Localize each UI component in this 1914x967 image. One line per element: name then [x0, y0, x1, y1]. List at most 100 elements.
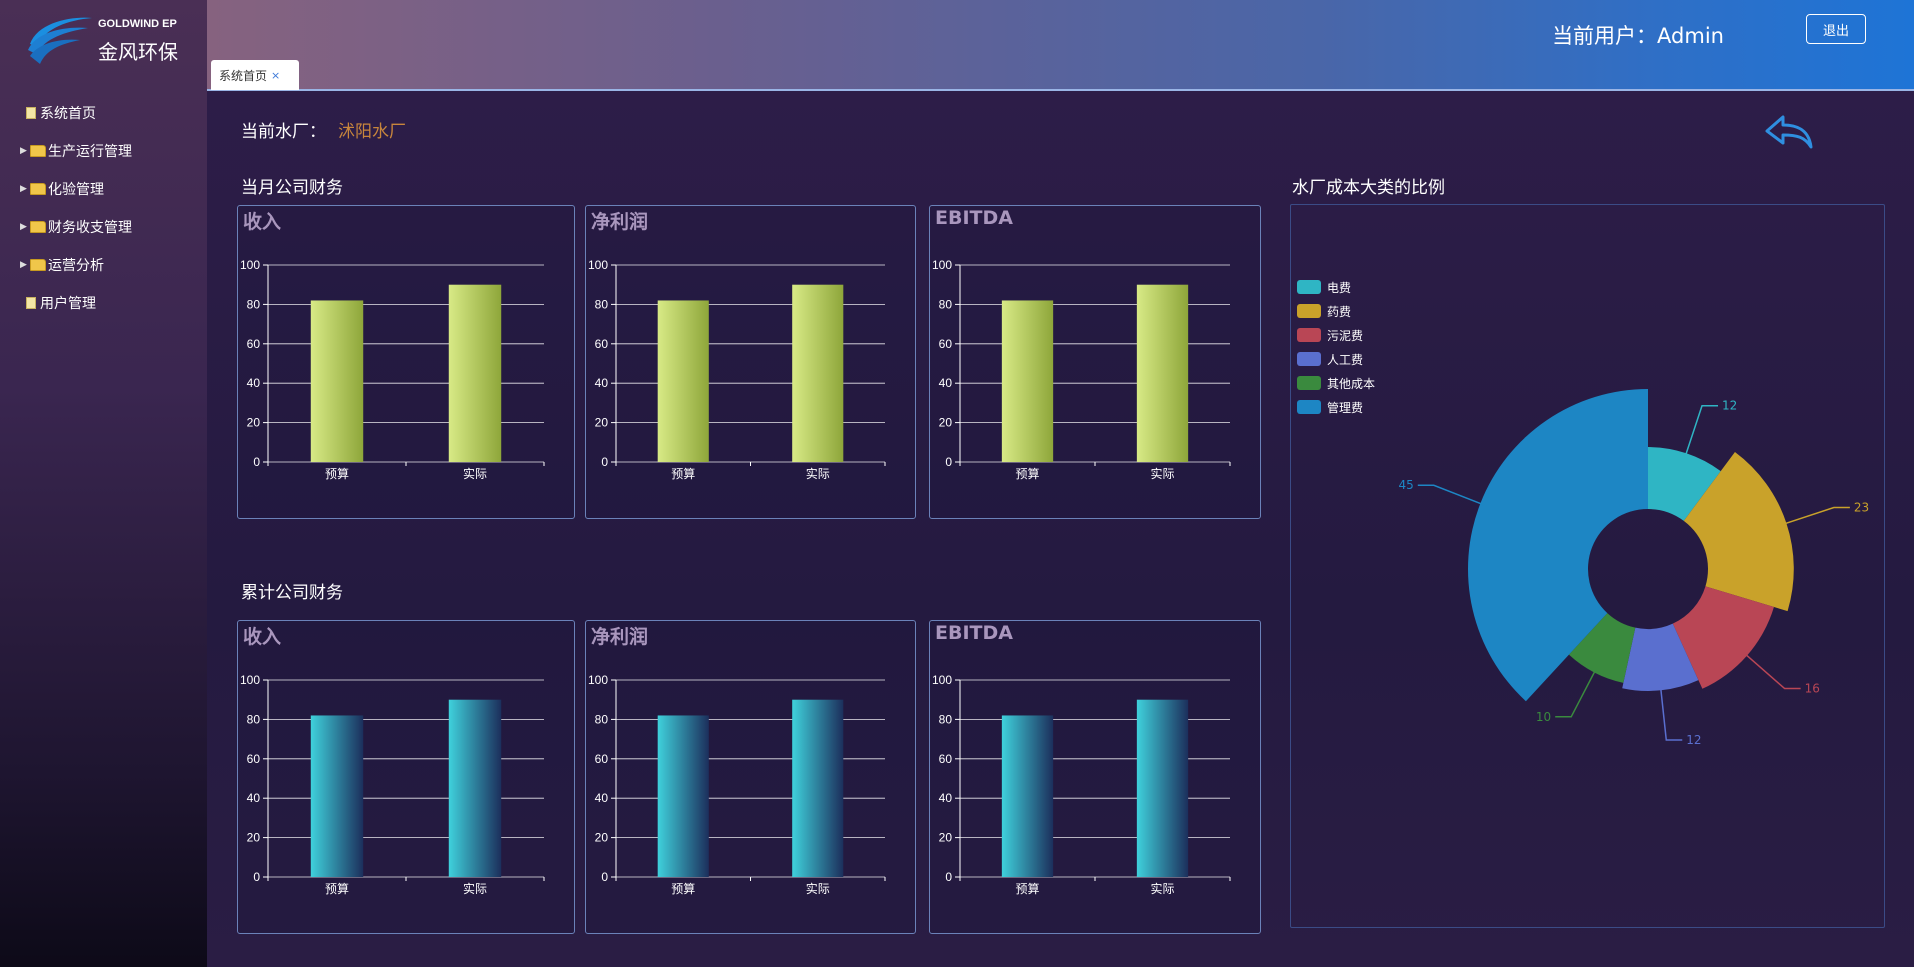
chart-card-monthly-ebitda: EBITDA 0 20 40 60 80 100 预算 实际 [929, 205, 1261, 519]
bar-预算[interactable] [657, 300, 709, 462]
bar-chart-svg: 0 20 40 60 80 100 预算 实际 [240, 258, 545, 481]
bar-预算[interactable] [1001, 300, 1054, 462]
bar-chart-svg: 0 20 40 60 80 100 预算 实际 [932, 258, 1231, 481]
bar-chart-svg: 0 20 40 60 80 100 预算 实际 [588, 258, 886, 481]
sidebar-item-3[interactable]: ▶ 财务收支管理 [0, 208, 207, 246]
logout-button[interactable]: 退出 [1806, 14, 1866, 44]
x-tick-label: 实际 [1150, 466, 1174, 481]
sidebar: GOLDWIND EP 金风环保 系统首页 ▶ 生产运行管理 ▶ 化验管理 ▶ 财务收支管理… [0, 0, 207, 967]
chevron-right-icon: ▶ [20, 260, 27, 270]
y-tick-label: 0 [253, 870, 260, 884]
legend-label: 药费 [1327, 304, 1352, 319]
y-tick-label: 60 [939, 752, 953, 766]
label-leader-line [1417, 484, 1485, 506]
bar-实际[interactable] [1136, 284, 1189, 462]
current-user-label: 当前用户：Admin [1552, 24, 1724, 48]
y-tick-label: 100 [588, 258, 608, 272]
rose-slice-电费[interactable] [1648, 447, 1721, 521]
bar-实际[interactable] [792, 284, 844, 462]
legend-swatch [1297, 352, 1321, 366]
chevron-right-icon: ▶ [20, 184, 27, 194]
bar-实际[interactable] [792, 699, 844, 877]
y-tick-label: 20 [247, 416, 261, 430]
pie-legend: 电费药费污泥费人工费其他成本 管理费 [1297, 275, 1375, 419]
monthly-finance-title: 当月公司财务 [241, 178, 343, 198]
label-leader-line [1684, 404, 1719, 458]
legend-item[interactable]: 电费 [1297, 275, 1375, 299]
y-tick-label: 100 [932, 673, 952, 687]
y-tick-label: 20 [595, 831, 609, 845]
legend-swatch [1297, 400, 1321, 414]
sidebar-item-4[interactable]: ▶ 运营分析 [0, 246, 207, 284]
file-icon [26, 107, 36, 119]
chart-card-monthly-revenue: 收入 0 20 40 60 80 100 预算 实际 [237, 205, 575, 519]
rose-slice-管理费[interactable] [1468, 389, 1648, 702]
chart-card-monthly-profit: 净利润 0 20 40 60 80 100 预算 实际 [585, 205, 916, 519]
sidebar-item-2[interactable]: ▶ 化验管理 [0, 170, 207, 208]
legend-label: 人工费 [1327, 352, 1364, 367]
folder-icon [30, 183, 46, 195]
rose-slice-人工费[interactable] [1622, 623, 1699, 691]
sidebar-item-label: 运营分析 [48, 258, 104, 274]
tab-home-label: 系统首页 [219, 68, 268, 83]
top-header: 当前用户：Admin 退出 系统首页 × [207, 0, 1914, 91]
sidebar-item-5[interactable]: 用户管理 [0, 284, 207, 322]
slice-value-label: 45 [1399, 478, 1414, 492]
bar-实际[interactable] [1136, 699, 1189, 877]
brand-name-en: GOLDWIND EP [98, 18, 177, 30]
bar-预算[interactable] [310, 300, 364, 462]
legend-item[interactable]: 管理费 [1297, 395, 1375, 419]
chart-title: EBITDA [935, 622, 1013, 644]
sidebar-item-label: 生产运行管理 [48, 144, 132, 160]
x-tick-label: 实际 [806, 466, 830, 481]
tab-home[interactable]: 系统首页 × [211, 60, 299, 90]
legend-swatch [1297, 376, 1321, 390]
brand-name-cn: 金风环保 [98, 40, 178, 64]
sidebar-item-label: 用户管理 [40, 296, 96, 312]
bar-预算[interactable] [1001, 715, 1054, 877]
plant-name[interactable]: 沭阳水厂 [338, 122, 406, 142]
x-tick-label: 实际 [463, 466, 487, 481]
rose-chart-svg: 12 23 16 12 10 45 [1399, 389, 1869, 747]
sidebar-item-1[interactable]: ▶ 生产运行管理 [0, 132, 207, 170]
y-tick-label: 40 [595, 376, 609, 390]
y-tick-label: 0 [945, 455, 952, 469]
tab-close-icon[interactable]: × [271, 68, 281, 82]
legend-item[interactable]: 其他成本 [1297, 371, 1375, 395]
x-tick-label: 预算 [1015, 881, 1039, 896]
y-tick-label: 100 [932, 258, 952, 272]
legend-item[interactable]: 药费 [1297, 299, 1375, 323]
y-tick-label: 80 [247, 712, 261, 726]
legend-item[interactable]: 污泥费 [1297, 323, 1375, 347]
y-tick-label: 80 [939, 297, 953, 311]
y-tick-label: 20 [939, 831, 953, 845]
sidebar-item-label: 化验管理 [48, 182, 104, 198]
sidebar-item-label: 财务收支管理 [48, 220, 132, 236]
legend-item[interactable]: 人工费 [1297, 347, 1375, 371]
main-content: 当前水厂： 沭阳水厂 当月公司财务 累计公司财务 水厂成本大类的比例 收入 0 20 4… [207, 91, 1914, 967]
slice-value-label: 23 [1854, 501, 1869, 515]
chart-card-cumulative-revenue: 收入 0 20 40 60 80 100 预算 实际 [237, 620, 575, 934]
legend-swatch [1297, 304, 1321, 318]
y-tick-label: 100 [240, 673, 260, 687]
x-tick-label: 预算 [325, 466, 349, 481]
rose-slice-其他成本[interactable] [1568, 613, 1636, 683]
sidebar-item-0[interactable]: 系统首页 [0, 94, 207, 132]
bar-预算[interactable] [310, 715, 364, 877]
chart-card-cumulative-ebitda: EBITDA 0 20 40 60 80 100 预算 实际 [929, 620, 1261, 934]
legend-swatch [1297, 280, 1321, 294]
slice-value-label: 12 [1722, 399, 1737, 413]
y-tick-label: 80 [939, 712, 953, 726]
cumulative-finance-title: 累计公司财务 [241, 583, 343, 603]
y-tick-label: 60 [595, 752, 609, 766]
y-tick-label: 0 [601, 870, 608, 884]
label-leader-line [1659, 686, 1683, 741]
y-tick-label: 40 [939, 791, 953, 805]
rose-slice-药费[interactable] [1683, 451, 1794, 612]
slice-value-label: 16 [1805, 682, 1820, 696]
bar-预算[interactable] [657, 715, 709, 877]
bar-实际[interactable] [448, 284, 502, 462]
back-arrow-icon[interactable] [1763, 113, 1815, 153]
bar-实际[interactable] [448, 699, 502, 877]
rose-slice-污泥费[interactable] [1672, 586, 1774, 689]
